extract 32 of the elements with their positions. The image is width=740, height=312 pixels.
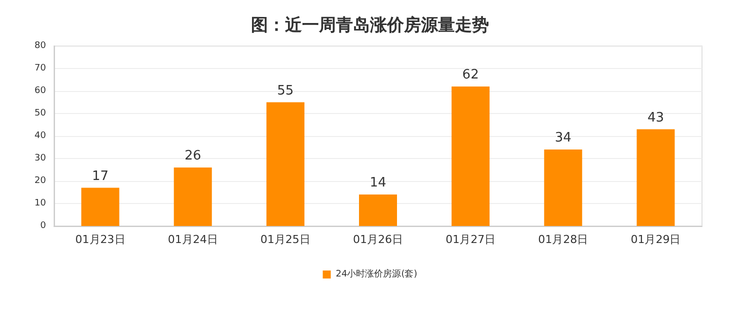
x-tick-label: 01月23日	[75, 233, 126, 246]
x-tick-label: 01月25日	[260, 233, 310, 246]
x-tick-label: 01月28日	[538, 233, 588, 246]
bar	[174, 168, 212, 226]
y-tick-label: 10	[34, 198, 46, 208]
data-label: 14	[370, 176, 386, 190]
data-label: 55	[277, 83, 294, 98]
bar	[81, 188, 120, 226]
x-tick-label: 01月24日	[168, 233, 218, 246]
data-label: 34	[554, 130, 572, 146]
legend-label: 24小时涨价房源(套)	[336, 268, 418, 280]
bar	[452, 86, 490, 226]
bar	[544, 150, 582, 226]
y-tick-label: 60	[34, 86, 46, 96]
y-tick-label: 50	[34, 108, 46, 118]
bar	[359, 194, 397, 226]
y-tick-label: 80	[34, 41, 46, 51]
data-label: 43	[647, 110, 664, 126]
y-tick-label: 40	[34, 131, 46, 141]
x-tick-label: 01月29日	[630, 233, 681, 246]
chart-title: 图：近一周青岛涨价房源量走势	[251, 16, 489, 36]
y-tick-label: 30	[34, 154, 46, 164]
bar	[266, 102, 304, 226]
x-tick-label: 01月27日	[446, 233, 496, 246]
y-tick-label: 20	[34, 176, 46, 186]
y-tick-label: 0	[40, 221, 46, 231]
data-label: 17	[92, 168, 109, 184]
x-tick-label: 01月26日	[353, 233, 403, 246]
y-tick-label: 70	[34, 64, 46, 74]
bar	[636, 129, 675, 226]
data-label: 26	[184, 148, 202, 164]
data-label: 62	[462, 68, 479, 82]
